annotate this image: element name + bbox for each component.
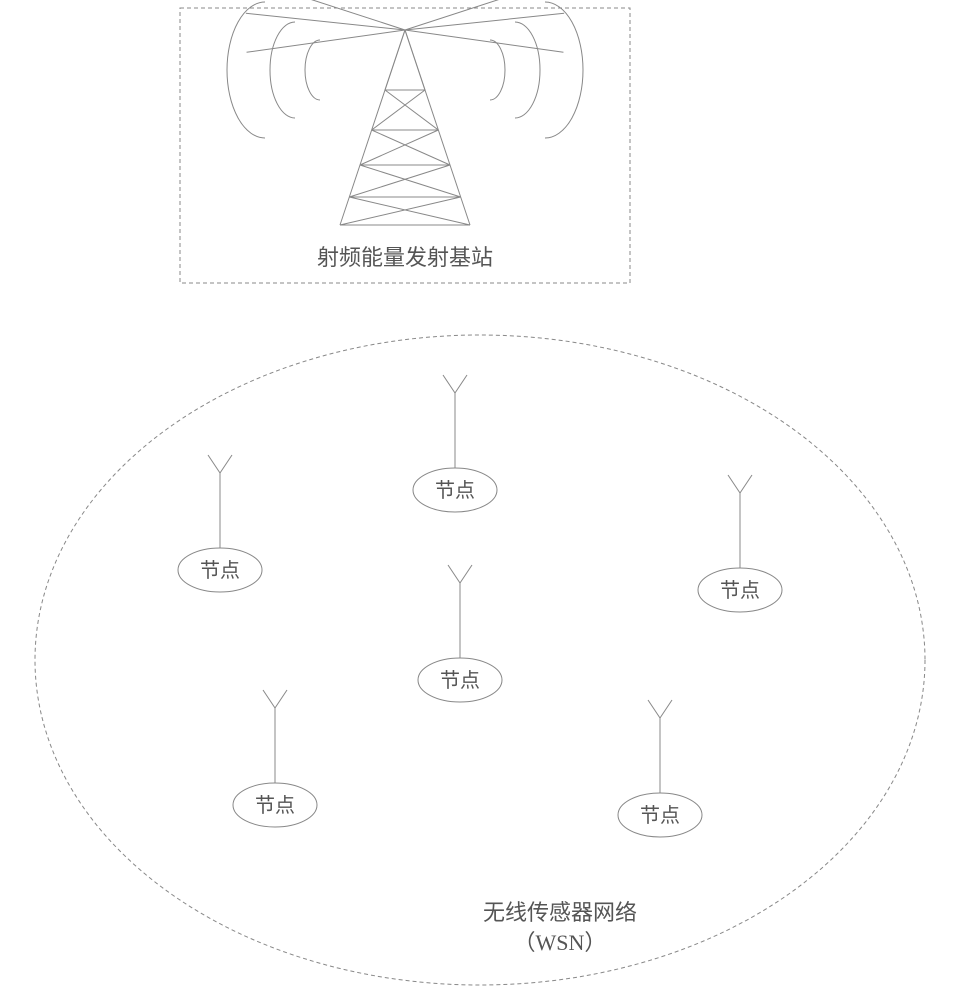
tower-cross [340, 197, 461, 225]
tower-cross [405, 30, 425, 90]
sensor-node: 节点 [178, 455, 262, 592]
signal-wave-icon [490, 40, 505, 100]
tower-arm [247, 30, 405, 52]
wsn-label-line2: （WSN） [514, 930, 607, 955]
signal-wave-icon [545, 2, 583, 138]
wsn-boundary [35, 335, 925, 985]
signal-wave-icon [305, 40, 320, 100]
tower-arm [253, 0, 405, 30]
sensor-node: 节点 [418, 565, 502, 702]
node-antenna-icon [443, 375, 455, 393]
node-antenna-icon [740, 475, 752, 493]
wsn-label-line1: 无线传感器网络 [483, 900, 637, 925]
tower-cross [360, 165, 461, 197]
tower-arm [405, 30, 563, 52]
node-label: 节点 [720, 579, 760, 602]
tower-arm [405, 0, 557, 30]
tower-cross [360, 130, 438, 165]
tower-cross [385, 30, 405, 90]
node-antenna-icon [448, 565, 460, 583]
sensor-node: 节点 [618, 700, 702, 837]
signal-wave-icon [515, 22, 540, 118]
node-antenna-icon [220, 455, 232, 473]
sensor-node: 节点 [698, 475, 782, 612]
node-label: 节点 [255, 794, 295, 817]
base-station-box [180, 8, 630, 283]
node-label: 节点 [435, 479, 475, 502]
tower-arm [405, 13, 564, 30]
tower-arm [246, 13, 405, 30]
node-label: 节点 [200, 559, 240, 582]
tower-cross [385, 90, 438, 130]
tower-cross [372, 130, 450, 165]
tower-cross [349, 197, 470, 225]
node-label: 节点 [440, 669, 480, 692]
node-antenna-icon [455, 375, 467, 393]
sensor-node: 节点 [233, 690, 317, 827]
node-antenna-icon [208, 455, 220, 473]
node-antenna-icon [648, 700, 660, 718]
node-antenna-icon [728, 475, 740, 493]
signal-wave-icon [227, 2, 265, 138]
node-antenna-icon [460, 565, 472, 583]
node-antenna-icon [263, 690, 275, 708]
node-antenna-icon [660, 700, 672, 718]
tower-cross [372, 90, 425, 130]
base-station-label: 射频能量发射基站 [317, 245, 493, 270]
node-antenna-icon [275, 690, 287, 708]
diagram-canvas: 射频能量发射基站节点节点节点节点节点节点无线传感器网络（WSN） [0, 0, 960, 1000]
node-label: 节点 [640, 804, 680, 827]
signal-wave-icon [270, 22, 295, 118]
tower-cross [349, 165, 450, 197]
sensor-node: 节点 [413, 375, 497, 512]
